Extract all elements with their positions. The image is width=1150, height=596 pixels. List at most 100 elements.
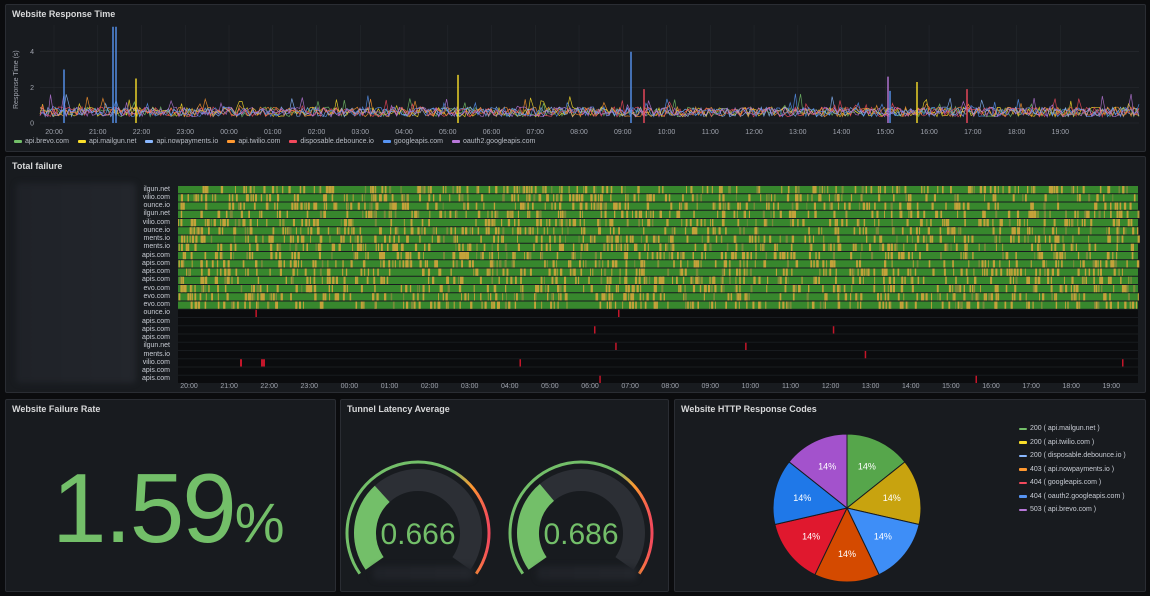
timeline-row[interactable]	[178, 194, 1138, 202]
failure-segment	[245, 268, 247, 276]
gauge-fill	[517, 483, 555, 570]
panel-title[interactable]: Total failure	[12, 161, 63, 171]
legend-label: api.twilio.com	[238, 138, 281, 145]
pie-slice[interactable]	[846, 433, 906, 510]
failure-segment	[1137, 210, 1139, 218]
failure-segment	[505, 285, 507, 293]
legend-item[interactable]: oauth2.googleapis.com	[451, 138, 535, 145]
legend-item[interactable]: api.twilio.com	[227, 138, 280, 145]
failure-segment	[191, 227, 193, 235]
timeline-row[interactable]	[178, 243, 1138, 251]
legend-item[interactable]: 200 ( api.mailgun.net )	[1019, 422, 1126, 436]
panel-title[interactable]: Website Response Time	[12, 9, 116, 19]
failure-segment	[193, 227, 196, 235]
timeline-row[interactable]	[178, 334, 1138, 342]
pie-slice[interactable]	[772, 461, 849, 526]
legend-label: 404 ( googleapis.com )	[1030, 479, 1102, 487]
failure-segment	[553, 301, 555, 309]
failure-segment	[1013, 268, 1016, 276]
failure-segment	[410, 227, 413, 235]
response-time-chart[interactable]: 024 20:00 21:00 22:00 23:00 00:00 01:00 02:00 0…	[6, 5, 1146, 152]
pie-slice[interactable]	[774, 507, 848, 576]
failure-segment	[331, 186, 334, 194]
failure-segment	[189, 227, 192, 235]
failure-segment	[573, 243, 575, 251]
failure-segment	[496, 260, 498, 268]
failure-segment	[608, 285, 611, 293]
failure-segment	[801, 276, 803, 284]
timeline-row[interactable]	[178, 202, 1138, 210]
failure-segment	[1056, 227, 1057, 235]
failure-segment	[228, 194, 231, 202]
legend-swatch	[1019, 454, 1027, 457]
failure-segment	[331, 285, 333, 293]
legend-item[interactable]: api.nowpayments.io	[145, 138, 218, 145]
legend-item[interactable]: 404 ( oauth2.googleapis.com )	[1019, 490, 1126, 504]
failure-segment	[388, 268, 391, 276]
legend-item[interactable]: googleapis.com	[382, 138, 443, 145]
pie-slice[interactable]	[845, 461, 922, 526]
failure-segment	[878, 194, 881, 202]
timeline-row[interactable]	[178, 219, 1138, 227]
legend-item[interactable]: api.mailgun.net	[77, 138, 136, 145]
timeline-row[interactable]	[178, 359, 1138, 367]
timeline-row[interactable]	[178, 227, 1138, 235]
failure-segment	[407, 235, 409, 243]
panel-title[interactable]: Tunnel Latency Average	[347, 404, 450, 414]
failure-segment	[1118, 210, 1120, 218]
legend-item[interactable]: 403 ( api.nowpayments.io )	[1019, 463, 1126, 477]
failure-segment	[240, 210, 243, 218]
timeline-row[interactable]	[178, 309, 1138, 317]
legend-item[interactable]: 200 ( disposable.debounce.io )	[1019, 449, 1126, 463]
timeline-row[interactable]	[178, 210, 1138, 218]
failure-segment	[572, 219, 574, 227]
failure-segment	[944, 219, 946, 227]
panel-title[interactable]: Website HTTP Response Codes	[681, 404, 817, 414]
panel-title[interactable]: Website Failure Rate	[12, 404, 101, 414]
legend-item[interactable]: api.brevo.com	[14, 138, 69, 145]
legend-item[interactable]: 503 ( api.brevo.com )	[1019, 503, 1126, 517]
failure-segment	[301, 219, 303, 227]
pie-slice[interactable]	[814, 506, 880, 583]
failure-segment	[978, 260, 980, 268]
legend-item[interactable]: disposable.debounce.io	[289, 138, 374, 145]
timeline-row[interactable]	[178, 375, 1138, 383]
timeline-row[interactable]	[178, 367, 1138, 375]
failure-segment	[381, 252, 384, 260]
failure-segment	[392, 260, 394, 268]
failure-segment	[746, 293, 748, 301]
timeline-row[interactable]	[178, 276, 1138, 284]
timeline-row[interactable]	[178, 268, 1138, 276]
timeline-row[interactable]	[178, 301, 1138, 309]
pie-chart[interactable]: 14%14%14%14%14%14%14%	[675, 400, 1146, 592]
failure-segment	[638, 219, 641, 227]
failure-segment	[646, 194, 648, 202]
failure-segment	[329, 235, 331, 243]
state-timeline-chart[interactable]: 20:00 21:00 22:00 23:00 00:00 01:00 02:00 03:00…	[6, 157, 1146, 393]
failure-segment	[182, 260, 185, 268]
pie-slice[interactable]	[788, 433, 848, 510]
timeline-row[interactable]	[178, 326, 1138, 334]
pie-slice[interactable]	[846, 507, 920, 576]
timeline-row[interactable]	[178, 186, 1138, 194]
legend-item[interactable]: 404 ( googleapis.com )	[1019, 476, 1126, 490]
failure-segment	[1032, 243, 1033, 251]
failure-segment	[613, 227, 615, 235]
failure-segment	[1117, 202, 1119, 210]
failure-segment	[738, 301, 740, 309]
failure-segment	[875, 227, 878, 235]
failure-segment	[546, 219, 548, 227]
timeline-row[interactable]	[178, 318, 1138, 326]
failure-segment	[340, 219, 342, 227]
failure-segment	[419, 285, 420, 293]
failure-segment	[610, 219, 614, 227]
timeline-row[interactable]	[178, 351, 1138, 359]
failure-segment	[560, 219, 563, 227]
timeline-row[interactable]	[178, 342, 1138, 350]
failure-segment	[474, 293, 475, 301]
legend-item[interactable]: 200 ( api.twilio.com )	[1019, 436, 1126, 450]
failure-segment	[483, 202, 485, 210]
timeline-row[interactable]	[178, 285, 1138, 293]
timeline-row[interactable]	[178, 293, 1138, 301]
